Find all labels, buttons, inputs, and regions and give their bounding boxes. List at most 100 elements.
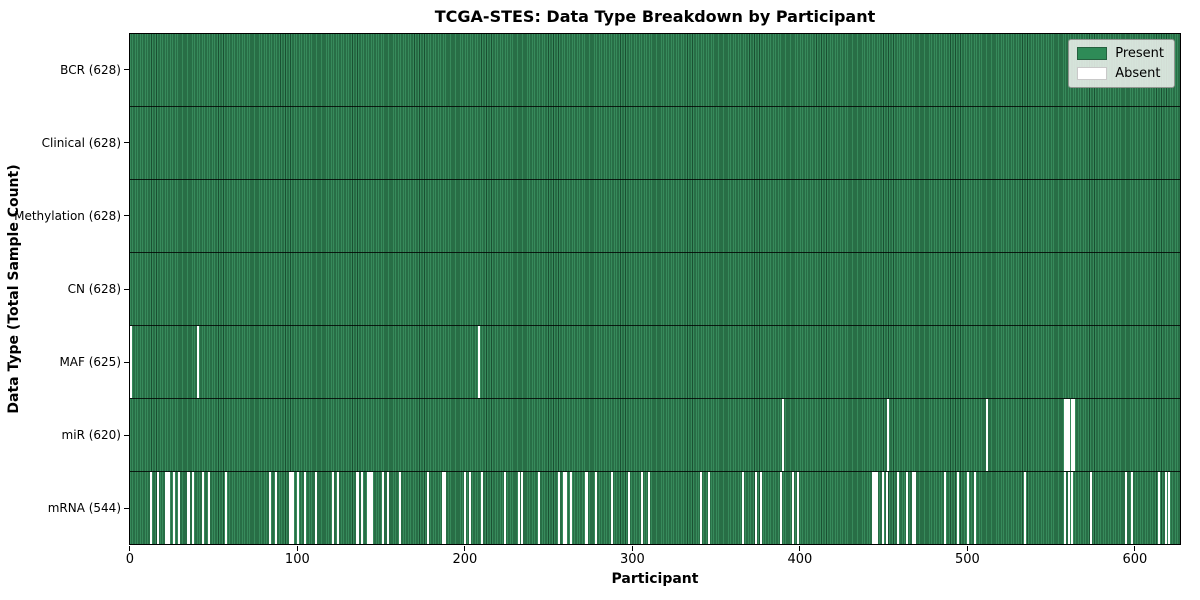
absent-stripe [382,472,385,544]
absent-stripe [477,326,480,398]
absent-stripe [337,472,340,544]
absent-stripe [464,472,467,544]
absent-stripe [469,472,472,544]
absent-stripe [1164,472,1167,544]
absent-stripe [1067,472,1070,544]
absent-stripe [292,472,295,544]
heatmap-row-mrna [130,471,1180,544]
absent-stripe [290,472,293,544]
ytick-mark [124,361,129,363]
absent-stripe [201,472,204,544]
absent-stripe [699,472,702,544]
absent-stripe [357,472,360,544]
absent-stripe [796,472,799,544]
absent-stripe [562,472,565,544]
absent-stripe [569,472,572,544]
absent-stripe [367,472,370,544]
plot-area: Present Absent [129,33,1181,545]
legend-item-present: Present [1077,46,1164,61]
ytick-label-mir: miR (620) [61,428,121,443]
absent-stripe [708,472,711,544]
absent-stripe [427,472,430,544]
xtick-label-500: 500 [954,552,980,567]
absent-stripe [387,472,390,544]
absent-stripe [875,472,878,544]
xtick-mark [799,546,801,551]
absent-stripe [360,472,363,544]
absent-stripe [166,472,169,544]
absent-stripe [1089,472,1092,544]
xtick-label-0: 0 [125,552,134,567]
absent-stripe [611,472,614,544]
heatmap-row-methylation [130,179,1180,252]
absent-stripe [315,472,318,544]
absent-stripe [648,472,651,544]
legend: Present Absent [1068,39,1175,88]
absent-stripe [517,472,520,544]
absent-stripe [882,472,885,544]
absent-stripe [370,472,373,544]
absent-stripe [537,472,540,544]
heatmap-row-cn [130,252,1180,325]
absent-stripe [444,472,447,544]
ytick-label-methylation: Methylation (628) [14,208,121,223]
xtick-label-100: 100 [284,552,310,567]
heatmap-row-mir [130,398,1180,471]
absent-stripe [442,472,445,544]
heatmap-row-maf [129,325,1180,398]
ytick-mark [124,69,129,71]
absent-stripe [974,472,977,544]
absent-stripe [872,472,875,544]
absent-stripe [1072,399,1075,471]
absent-stripe [208,472,211,544]
absent-stripe [268,472,271,544]
xtick-label-400: 400 [787,552,813,567]
ytick-mark [124,215,129,217]
ytick-label-cn: CN (628) [67,282,121,296]
absent-stripe [586,472,589,544]
absent-stripe [196,326,199,398]
ytick-label-mrna: mRNA (544) [47,501,121,516]
absent-stripe [873,472,876,544]
absent-stripe [741,472,744,544]
absent-stripe [368,472,371,544]
absent-swatch-icon [1077,67,1108,80]
chart-title: TCGA-STES: Data Type Breakdown by Partic… [434,7,876,26]
absent-stripe [584,472,587,544]
absent-stripe [521,472,524,544]
absent-stripe [1071,472,1074,544]
absent-stripe [480,472,483,544]
xtick-label-300: 300 [619,552,645,567]
absent-stripe [913,472,916,544]
absent-stripe [985,399,988,471]
absent-stripe [129,326,132,398]
absent-stripe [1071,399,1074,471]
xtick-mark [1134,546,1136,551]
absent-stripe [303,472,306,544]
absent-stripe [755,472,758,544]
absent-stripe [957,472,960,544]
heatmap-rows [129,34,1180,544]
legend-item-absent: Absent [1077,66,1164,81]
absent-stripe [168,472,171,544]
xtick-label-600: 600 [1122,552,1148,567]
xtick-mark [129,546,131,551]
absent-stripe [178,472,181,544]
legend-present-label: Present [1115,46,1164,61]
absent-stripe [275,472,278,544]
ytick-label-clinical: Clinical (628) [41,135,121,150]
absent-stripe [905,472,908,544]
heatmap-row-clinical [130,106,1180,179]
absent-stripe [641,472,644,544]
absent-stripe [912,472,915,544]
ytick-label-maf: MAF (625) [59,355,121,370]
absent-stripe [332,472,335,544]
absent-stripe [564,472,567,544]
x-axis-label: Participant [611,571,699,587]
absent-stripe [1064,472,1067,544]
absent-stripe [164,472,167,544]
absent-stripe [760,472,763,544]
absent-stripe [288,472,291,544]
absent-stripe [967,472,970,544]
absent-stripe [885,472,888,544]
